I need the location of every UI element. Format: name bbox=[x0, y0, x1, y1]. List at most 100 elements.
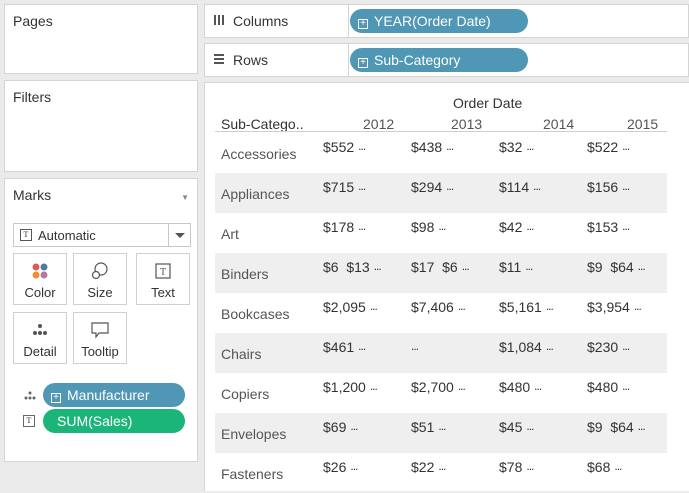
more-values-icon: ... bbox=[526, 219, 534, 233]
table-cell[interactable]: $3,954... bbox=[587, 299, 642, 315]
table-cell[interactable]: $153... bbox=[587, 219, 630, 235]
table-cell[interactable]: $51... bbox=[411, 419, 446, 435]
table-cell[interactable]: $715... bbox=[323, 179, 366, 195]
row-header-cell[interactable]: Art bbox=[221, 226, 239, 242]
more-values-icon: ... bbox=[457, 299, 466, 313]
pages-shelf[interactable]: Pages bbox=[4, 4, 198, 74]
table-row bbox=[215, 173, 667, 213]
table-cell[interactable]: $230... bbox=[587, 339, 630, 355]
cell-value: $480 bbox=[587, 379, 619, 395]
more-values-icon: ... bbox=[637, 419, 646, 433]
table-cell[interactable]: $7,406... bbox=[411, 299, 466, 315]
table-cell[interactable]: $9 $64... bbox=[587, 259, 646, 275]
row-header-cell[interactable]: Fasteners bbox=[221, 466, 284, 482]
columns-shelf[interactable]: Columns + YEAR(Order Date) bbox=[204, 4, 689, 38]
more-values-icon: ... bbox=[637, 259, 646, 273]
table-cell[interactable]: $17 $6... bbox=[411, 259, 470, 275]
rows-icon bbox=[213, 53, 227, 68]
table-cell[interactable]: $32... bbox=[499, 139, 534, 155]
size-button[interactable]: Size bbox=[73, 253, 127, 305]
cell-value: $9 $64 bbox=[587, 419, 634, 435]
table-cell[interactable]: $68... bbox=[587, 459, 622, 475]
tooltip-button[interactable]: Tooltip bbox=[73, 312, 127, 364]
row-header-cell[interactable]: Accessories bbox=[221, 146, 297, 162]
cell-value: $522 bbox=[587, 139, 619, 155]
table-cell[interactable]: $480... bbox=[587, 379, 630, 395]
table-cell[interactable]: $78... bbox=[499, 459, 534, 475]
cell-value: $98 bbox=[411, 219, 435, 235]
more-values-icon: ... bbox=[350, 459, 358, 473]
marks-menu-arrow-icon[interactable]: ▼ bbox=[181, 193, 189, 202]
expand-plus-icon[interactable]: + bbox=[51, 393, 61, 403]
detail-icon bbox=[14, 319, 66, 341]
text-mark-icon: T bbox=[20, 229, 32, 241]
table-cell[interactable]: $178... bbox=[323, 219, 366, 235]
row-header-cell[interactable]: Binders bbox=[221, 266, 269, 282]
text-button[interactable]: T Text bbox=[136, 253, 190, 305]
year-header-2013[interactable]: 2013 bbox=[451, 116, 483, 132]
detail-button[interactable]: Detail bbox=[13, 312, 67, 364]
color-button[interactable]: Color bbox=[13, 253, 67, 305]
pages-title: Pages bbox=[13, 13, 53, 29]
year-header-2015[interactable]: 2015 bbox=[627, 116, 659, 132]
filters-shelf[interactable]: Filters bbox=[4, 80, 198, 172]
table-cell[interactable]: $98... bbox=[411, 219, 446, 235]
more-values-icon: ... bbox=[358, 139, 366, 153]
table-cell[interactable]: $6 $13... bbox=[323, 259, 382, 275]
sum-sales-pill[interactable]: SUM(Sales) bbox=[43, 409, 185, 433]
table-cell[interactable]: $294... bbox=[411, 179, 454, 195]
table-cell[interactable]: $69... bbox=[323, 419, 358, 435]
row-header-cell[interactable]: Bookcases bbox=[221, 306, 290, 322]
table-cell[interactable]: $9 $64... bbox=[587, 419, 646, 435]
year-header-2014[interactable]: 2014 bbox=[543, 116, 575, 132]
crosstab-view[interactable]: Order Date Sub-Catego.. 2012 2013 2014 2015… bbox=[204, 82, 689, 491]
cell-value: $69 bbox=[323, 419, 347, 435]
manufacturer-pill[interactable]: + Manufacturer bbox=[43, 383, 185, 407]
more-values-icon: ... bbox=[622, 179, 630, 193]
table-cell[interactable]: $1,084... bbox=[499, 339, 554, 355]
expand-plus-icon[interactable]: + bbox=[358, 58, 368, 68]
table-cell[interactable]: $438... bbox=[411, 139, 454, 155]
row-header-cell[interactable]: Appliances bbox=[221, 186, 290, 202]
chevron-down-icon[interactable] bbox=[168, 224, 190, 246]
table-cell[interactable]: $26... bbox=[323, 459, 358, 475]
more-values-icon: ... bbox=[622, 379, 630, 393]
table-cell[interactable]: $45... bbox=[499, 419, 534, 435]
table-cell[interactable]: $461... bbox=[323, 339, 366, 355]
table-cell[interactable]: $156... bbox=[587, 179, 630, 195]
year-header-2012[interactable]: 2012 bbox=[363, 116, 395, 132]
table-cell[interactable]: $11... bbox=[499, 259, 533, 275]
columns-label: Columns bbox=[233, 13, 289, 29]
row-header-cell[interactable]: Envelopes bbox=[221, 426, 287, 442]
table-cell[interactable]: $114... bbox=[499, 179, 541, 195]
table-cell[interactable]: $1,200... bbox=[323, 379, 378, 395]
rows-shelf[interactable]: Rows + Sub-Category bbox=[204, 43, 689, 77]
table-cell[interactable]: $522... bbox=[587, 139, 630, 155]
mark-type-dropdown[interactable]: T Automatic bbox=[13, 223, 191, 247]
sub-category-pill[interactable]: + Sub-Category bbox=[350, 48, 528, 72]
table-cell[interactable]: $2,700... bbox=[411, 379, 466, 395]
table-cell[interactable]: $5,161... bbox=[499, 299, 554, 315]
columns-icon bbox=[213, 14, 227, 29]
cell-value: $715 bbox=[323, 179, 355, 195]
table-cell[interactable]: ... bbox=[411, 339, 419, 361]
cell-value: $552 bbox=[323, 139, 355, 155]
more-values-icon: ... bbox=[369, 299, 378, 313]
more-values-icon: ... bbox=[545, 339, 554, 353]
row-header-cell[interactable]: Copiers bbox=[221, 386, 270, 402]
table-cell[interactable]: $42... bbox=[499, 219, 534, 235]
table-cell[interactable]: $22... bbox=[411, 459, 446, 475]
cell-value: $294 bbox=[411, 179, 443, 195]
more-values-icon: ... bbox=[633, 299, 642, 313]
row-header-cell[interactable]: Chairs bbox=[221, 346, 262, 362]
year-order-date-pill[interactable]: + YEAR(Order Date) bbox=[350, 9, 528, 33]
columns-divider bbox=[348, 5, 349, 37]
table-cell[interactable]: $552... bbox=[323, 139, 366, 155]
table-cell[interactable]: $2,095... bbox=[323, 299, 378, 315]
header-divider bbox=[215, 131, 667, 132]
expand-plus-icon[interactable]: + bbox=[358, 19, 368, 29]
row-field-header[interactable]: Sub-Catego.. bbox=[221, 116, 304, 132]
table-cell[interactable]: $480... bbox=[499, 379, 542, 395]
column-field-header: Order Date bbox=[453, 95, 523, 111]
more-values-icon: ... bbox=[358, 219, 366, 233]
